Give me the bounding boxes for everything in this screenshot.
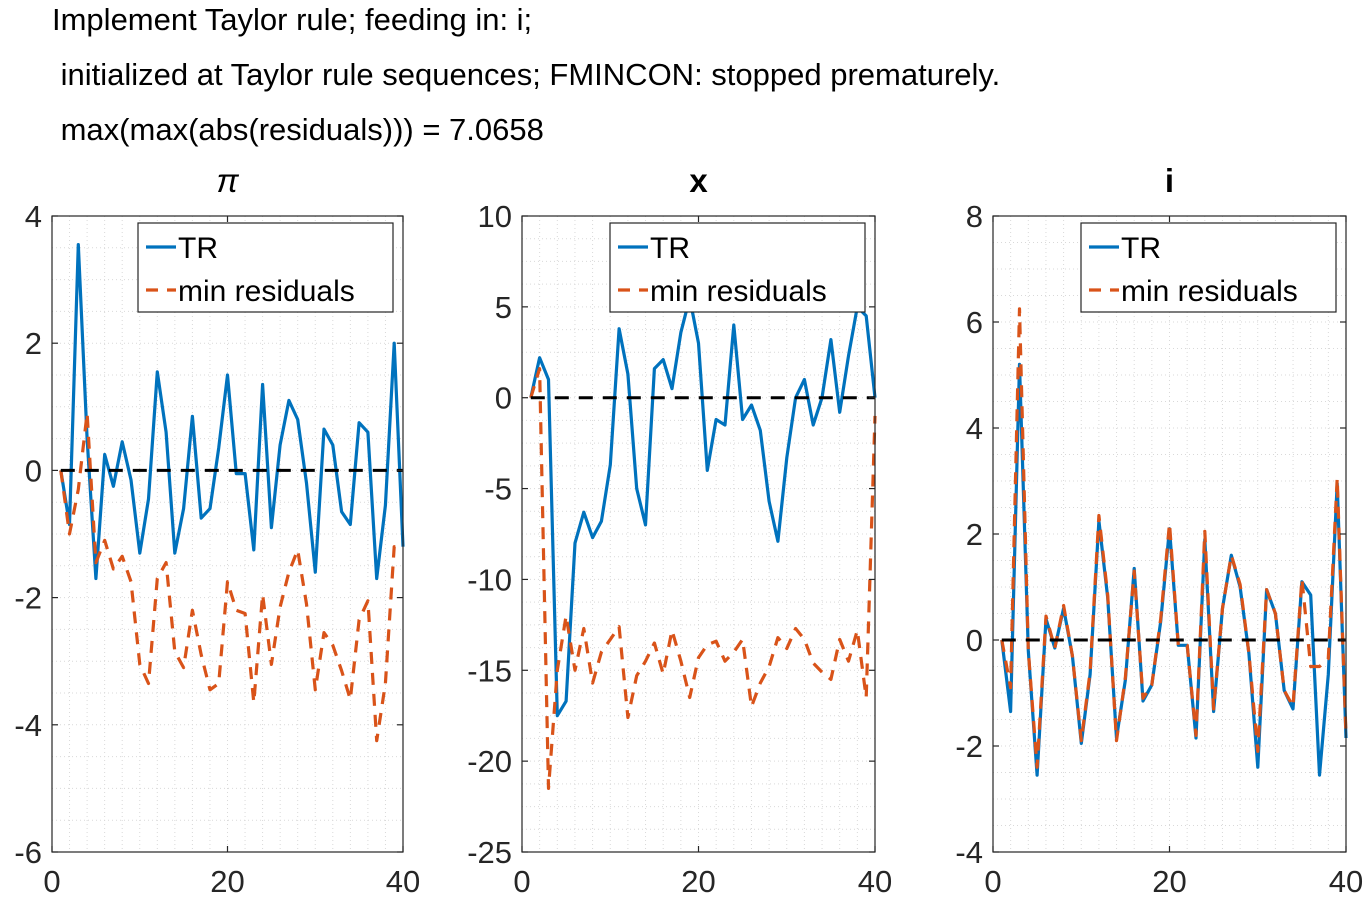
header-line-3: max(max(abs(residuals))) = 7.0658 — [52, 112, 544, 147]
chart-title: π — [216, 162, 239, 199]
x-tick-label: 0 — [43, 864, 60, 899]
legend-label-min-residuals: min residuals — [178, 275, 355, 308]
x-tick-label: 0 — [513, 864, 530, 899]
legend-label-min-residuals: min residuals — [650, 275, 827, 308]
y-tick-label: 0 — [25, 453, 42, 488]
legend-box — [1080, 222, 1337, 313]
series-line-min-residuals — [1000, 307, 1348, 769]
y-tick-label: 2 — [25, 326, 42, 361]
legend-box — [137, 222, 394, 313]
y-tick-label: 2 — [966, 517, 983, 552]
series-line-min-residuals — [529, 367, 877, 791]
legend-box — [609, 222, 866, 313]
series-line-tr — [59, 243, 405, 581]
legend-label-min-residuals: min residuals — [1121, 275, 1298, 308]
y-tick-label: -2 — [14, 581, 42, 616]
y-tick-label: 6 — [966, 305, 983, 340]
chart-title: x — [689, 162, 708, 199]
x-tick-label: 40 — [386, 864, 420, 899]
y-tick-label: 4 — [966, 411, 983, 446]
legend-label-tr: TR — [178, 232, 218, 265]
y-tick-label: -5 — [484, 472, 512, 507]
y-tick-label: -25 — [467, 835, 512, 870]
y-tick-label: -10 — [467, 562, 512, 597]
x-tick-label: 20 — [210, 864, 244, 899]
legend: TR min residuals — [1080, 222, 1337, 313]
chart-panel-3: -4 -2 0 2 4 6 8 0 20 40 iTR min residuals — [955, 162, 1363, 899]
legend-label-tr: TR — [1121, 232, 1161, 265]
x-tick-label: 0 — [984, 864, 1001, 899]
y-tick-label: -6 — [14, 835, 42, 870]
x-tick-label: 20 — [681, 864, 715, 899]
y-tick-label: -4 — [14, 708, 42, 743]
series-line-min-residuals — [59, 411, 403, 743]
figure-header: Implement Taylor rule; feeding in: i; in… — [0, 0, 1368, 160]
x-tick-label: 40 — [858, 864, 892, 899]
series-line-tr — [529, 296, 877, 718]
x-tick-label: 20 — [1152, 864, 1186, 899]
y-tick-label: 0 — [966, 623, 983, 658]
chart-panel-2: -25 -20 -15 -10 -5 0 5 10 0 20 40 x TR min residuals — [467, 162, 892, 899]
legend: TR min residuals — [609, 222, 866, 313]
header-line-2: initialized at Taylor rule sequences; FM… — [52, 57, 1001, 92]
y-tick-label: -4 — [955, 835, 983, 870]
y-tick-label: 8 — [966, 199, 983, 234]
y-tick-label: 0 — [495, 381, 512, 416]
x-tick-label: 40 — [1329, 864, 1363, 899]
y-tick-label: 4 — [25, 199, 42, 234]
y-tick-label: -15 — [467, 653, 512, 688]
y-tick-label: -2 — [955, 729, 983, 764]
y-tick-label: 5 — [495, 290, 512, 325]
legend-label-tr: TR — [650, 232, 690, 265]
chart-title: i — [1165, 162, 1174, 199]
y-tick-label: 10 — [478, 199, 512, 234]
header-line-1: Implement Taylor rule; feeding in: i; — [52, 2, 533, 37]
y-tick-label: -20 — [467, 744, 512, 779]
legend: TR min residuals — [137, 222, 394, 313]
